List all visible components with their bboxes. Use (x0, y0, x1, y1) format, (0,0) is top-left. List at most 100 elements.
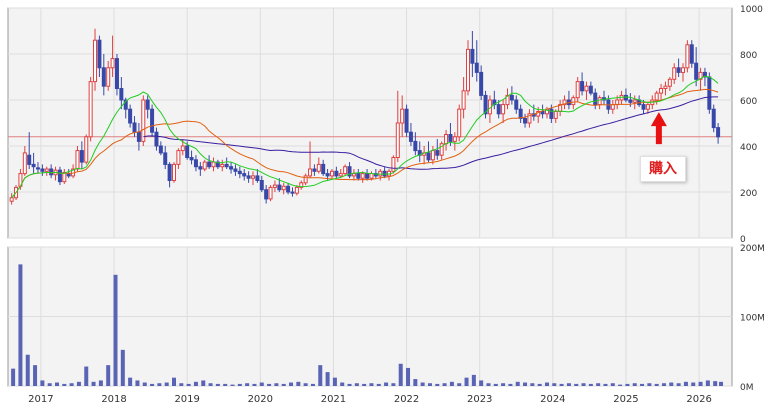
candle-down (198, 166, 203, 170)
candle-down (31, 163, 36, 168)
volume-bar (625, 383, 630, 386)
volume-bar (479, 380, 484, 386)
candle-up (457, 108, 462, 138)
candle-down (114, 58, 119, 89)
volume-bar (296, 381, 301, 386)
volume-bar (471, 374, 476, 386)
volume-bar (142, 382, 147, 386)
volume-bar (340, 382, 345, 386)
volume-bar (544, 382, 549, 386)
candle-up (22, 152, 27, 175)
candle-up (584, 85, 589, 92)
volume-bar (215, 383, 220, 386)
candle-down (27, 154, 32, 165)
candle-up (632, 99, 637, 103)
candle-down (707, 76, 712, 110)
candle-up (202, 161, 207, 170)
candle-down (286, 185, 291, 193)
volume-bar (281, 383, 286, 386)
candle-down (716, 127, 721, 138)
candle-down (509, 94, 514, 101)
candle-up (654, 92, 659, 101)
volume-bar (442, 383, 447, 386)
volume-bar (113, 274, 118, 386)
volume-bar (98, 380, 103, 386)
candle-up (338, 173, 343, 177)
candle-down (185, 145, 190, 158)
volume-bar (252, 383, 257, 386)
candle-down (580, 81, 585, 92)
candle-down (101, 67, 106, 87)
candle-up (316, 163, 321, 172)
volume-bar (618, 384, 623, 386)
volume-bar (25, 354, 30, 386)
candle-down (413, 140, 418, 152)
candle-up (211, 161, 216, 168)
candle-up (84, 136, 89, 163)
candle-down (150, 108, 155, 133)
candle-down (163, 152, 168, 165)
volume-bar (230, 384, 235, 386)
volume-bar (245, 383, 250, 386)
volume-bar (581, 383, 586, 386)
candle-down (588, 85, 593, 94)
volume-bar (691, 382, 696, 386)
candle-down (49, 168, 54, 176)
volume-bar (515, 381, 520, 386)
candle-up (430, 150, 435, 161)
volume-bar (596, 383, 601, 386)
volume-bar (398, 363, 403, 386)
candle-up (308, 168, 313, 177)
candle-down (523, 117, 528, 124)
volume-bar (128, 377, 133, 386)
x-tick-label: 2021 (321, 394, 346, 405)
candle-down (255, 175, 260, 181)
volume-bar (362, 383, 367, 386)
candle-down (514, 99, 519, 110)
candle-down (207, 161, 212, 168)
candle-down (689, 44, 694, 64)
candle-down (233, 168, 238, 172)
volume-bar (603, 383, 608, 386)
volume-bar (427, 383, 432, 386)
volume-bar (289, 382, 294, 386)
candle-up (294, 186, 299, 194)
volume-bar (259, 382, 264, 386)
volume-bar (267, 383, 272, 386)
candle-up (272, 184, 277, 188)
candle-down (167, 163, 172, 181)
volume-tick-label: 200M (740, 244, 765, 254)
candle-up (659, 88, 664, 94)
volume-bar (705, 380, 710, 386)
candle-up (329, 170, 334, 177)
volume-bar (303, 383, 308, 386)
ma-mid-line (11, 88, 719, 199)
volume-bar (325, 372, 330, 386)
candle-up (176, 150, 181, 165)
candle-up (575, 81, 580, 99)
candle-up (75, 150, 80, 170)
candle-down (426, 152, 431, 161)
candle-down (158, 145, 163, 154)
candle-down (448, 134, 453, 142)
volume-bar (33, 365, 38, 386)
volume-bar (150, 383, 155, 386)
candle-down (145, 99, 150, 110)
volume-bar (318, 365, 323, 386)
candle-up (698, 71, 703, 80)
volume-bar (654, 383, 659, 386)
volume-tick-label: 100M (740, 314, 765, 324)
volume-bar (120, 349, 125, 386)
candle-down (496, 104, 501, 115)
candle-up (93, 39, 98, 83)
volume-bar (501, 383, 506, 386)
candle-up (536, 111, 541, 117)
x-tick-label: 2022 (394, 394, 419, 405)
candle-down (128, 108, 133, 124)
candle-up (303, 175, 308, 184)
volume-bar (406, 367, 411, 386)
candle-up (400, 108, 405, 124)
candle-up (681, 67, 686, 73)
candle-down (237, 170, 242, 175)
candle-up (663, 85, 668, 89)
